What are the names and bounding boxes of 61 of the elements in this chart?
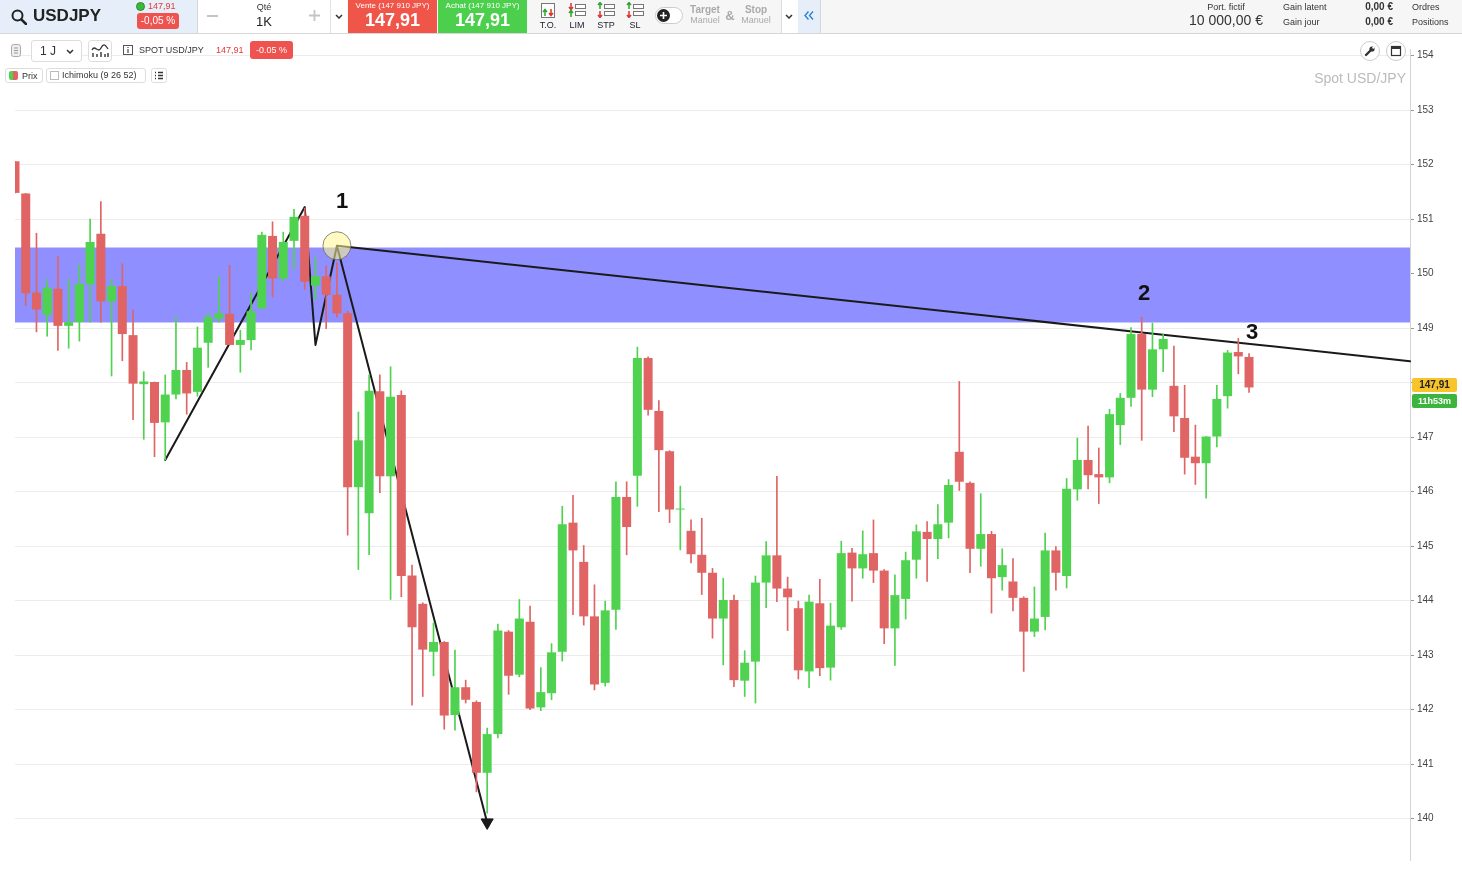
annotation: 147,91 <box>216 45 244 55</box>
y-tick-label: 147 <box>1417 430 1435 442</box>
y-tick-label: 154 <box>1417 49 1435 61</box>
y-tick-label: 151 <box>1417 212 1435 224</box>
y-tick-label: 152 <box>1417 158 1435 170</box>
annotation: 3 <box>1246 319 1259 344</box>
y-tick-label: 140 <box>1417 812 1435 824</box>
y-tick-label: 153 <box>1417 103 1435 115</box>
annotation: SPOT USD/JPY <box>139 45 204 55</box>
text: SL <box>629 20 641 30</box>
text: Vente (147 910 JPY) <box>355 1 430 10</box>
text: USDJPY <box>33 6 102 25</box>
text: Manuel <box>690 15 720 25</box>
text: T.O. <box>539 20 557 30</box>
candlestick <box>1233 338 1243 375</box>
text: 10 000,00 € <box>1189 12 1263 28</box>
text: 147,91 <box>454 10 511 30</box>
candlestick <box>675 485 685 551</box>
text: Achat (147 910 JPY) <box>445 1 520 10</box>
text: LIM <box>569 20 585 30</box>
text: 147,91 <box>364 10 421 30</box>
badge: 11h53m <box>1412 394 1457 408</box>
y-tick-label: 149 <box>1417 321 1435 333</box>
y-tick-label: 150 <box>1417 267 1435 279</box>
annotation: 1 <box>336 188 349 213</box>
text: 0,00 € <box>1365 16 1393 27</box>
y-tick-label: 146 <box>1417 485 1435 497</box>
candlestick <box>697 517 707 595</box>
text: & <box>725 8 735 23</box>
text: Qté <box>256 2 272 12</box>
legend-label: Prix <box>22 70 38 81</box>
y-tick-label: 141 <box>1417 757 1435 769</box>
candlestick <box>568 495 578 616</box>
text: Gain latent <box>1283 2 1327 12</box>
annotation: 2 <box>1138 280 1151 305</box>
text: Stop <box>744 4 768 15</box>
candlestick <box>139 371 149 440</box>
candlestick <box>976 493 986 567</box>
text: Gain jour <box>1283 17 1320 27</box>
text: 1K <box>256 14 272 29</box>
text: Positions <box>1412 17 1449 27</box>
text: 0,00 € <box>1365 1 1393 12</box>
text: Target <box>690 4 720 15</box>
y-tick-label: 145 <box>1417 539 1435 551</box>
badge: -0.05 % <box>250 41 293 59</box>
badge: -0,05 % <box>137 13 179 29</box>
text: Ordres <box>1412 2 1440 12</box>
annotation: Ichimoku (9 26 52) <box>62 70 137 80</box>
candlestick <box>922 521 932 582</box>
y-tick-label: 142 <box>1417 703 1435 715</box>
badge: 147,91 <box>1412 378 1457 392</box>
y-tick-label: 143 <box>1417 648 1435 660</box>
text: Spot USD/JPY <box>1314 70 1406 86</box>
text: Port. fictif <box>1207 2 1245 12</box>
text: STP <box>597 20 615 30</box>
text: 147,91 <box>148 1 176 11</box>
candlestick <box>718 577 728 666</box>
annotation: 1 J <box>40 44 57 58</box>
annotation: -0.05 % <box>255 45 288 55</box>
y-tick-label: 144 <box>1417 594 1435 606</box>
text: Manuel <box>741 15 771 25</box>
